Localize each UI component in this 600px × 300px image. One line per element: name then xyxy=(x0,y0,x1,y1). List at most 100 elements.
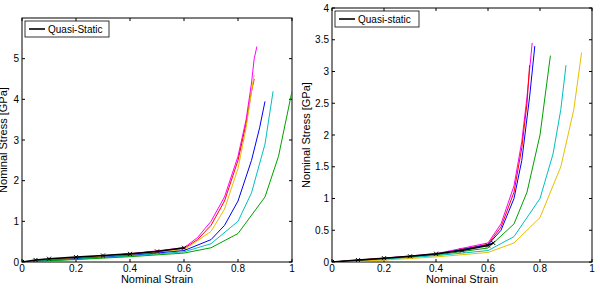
figure: 00.20.40.60.81012345Nominal StrainNomina… xyxy=(0,0,600,300)
series-line xyxy=(22,75,254,262)
y-tick xyxy=(332,71,335,72)
series-group xyxy=(22,46,292,262)
x-tick-label: 0.2 xyxy=(69,263,83,274)
legend-label: Quasi-static xyxy=(358,14,411,25)
y-tick-label: 4 xyxy=(323,3,329,14)
series-line xyxy=(332,43,532,262)
y-tick-label: 3 xyxy=(13,135,19,146)
y-tick xyxy=(22,180,25,181)
series-marker xyxy=(128,252,132,256)
y-tick xyxy=(332,8,335,9)
y-tick-label: 1 xyxy=(13,216,19,227)
y-tick xyxy=(589,103,592,104)
x-tick xyxy=(184,18,185,21)
x-tick xyxy=(436,259,437,262)
x-tick-label: 1 xyxy=(289,263,295,274)
x-tick xyxy=(22,18,23,21)
chart: 00.20.40.60.81012345Nominal StrainNomina… xyxy=(0,18,295,285)
series-marker xyxy=(408,254,412,258)
series-marker xyxy=(460,249,464,253)
series-line xyxy=(332,243,493,262)
y-tick-label: 1.5 xyxy=(315,161,329,172)
series-line xyxy=(22,91,273,262)
y-tick xyxy=(589,8,592,9)
x-tick-label: 0.8 xyxy=(533,263,547,274)
y-tick xyxy=(332,103,335,104)
y-tick xyxy=(22,58,25,59)
y-tick-label: 0 xyxy=(323,257,329,268)
series-line xyxy=(332,46,535,262)
y-tick xyxy=(589,135,592,136)
y-tick xyxy=(332,198,335,199)
legend-box xyxy=(335,11,419,27)
legend-box xyxy=(25,21,109,37)
y-tick-label: 2 xyxy=(13,175,19,186)
y-tick-label: 0.5 xyxy=(315,225,329,236)
y-tick xyxy=(332,135,335,136)
plot-frame xyxy=(332,8,592,262)
series-marker xyxy=(382,256,386,260)
y-tick-label: 1 xyxy=(323,193,329,204)
y-tick xyxy=(289,140,292,141)
series-marker xyxy=(486,243,490,247)
y-tick xyxy=(22,140,25,141)
y-tick xyxy=(589,39,592,40)
x-axis-label: Nominal Strain xyxy=(426,273,498,285)
x-tick xyxy=(488,8,489,11)
y-tick xyxy=(22,221,25,222)
x-tick-label: 0.2 xyxy=(377,263,391,274)
legend: Quasi-Static xyxy=(25,21,109,37)
y-tick xyxy=(332,166,335,167)
x-tick-label: 0 xyxy=(329,263,335,274)
y-tick-label: 4 xyxy=(13,94,19,105)
chart-svg: 00.20.40.60.81012345Nominal StrainNomina… xyxy=(0,0,600,300)
series-marker xyxy=(34,258,38,262)
series-line xyxy=(22,101,265,262)
y-tick xyxy=(589,71,592,72)
series-marker xyxy=(22,260,24,262)
series-marker xyxy=(47,257,51,261)
series-marker xyxy=(434,252,438,256)
y-tick-label: 3 xyxy=(323,66,329,77)
y-tick-label: 5 xyxy=(13,53,19,64)
series-marker xyxy=(356,258,360,262)
y-tick-label: 0 xyxy=(13,257,19,268)
y-axis-label: Nominal Stress [GPa] xyxy=(0,87,9,193)
y-tick-label: 2 xyxy=(323,130,329,141)
y-tick xyxy=(589,262,592,263)
y-tick xyxy=(332,39,335,40)
series-marker xyxy=(491,241,495,245)
series-group xyxy=(332,43,582,262)
x-tick xyxy=(540,259,541,262)
y-tick xyxy=(289,58,292,59)
x-tick xyxy=(292,18,293,21)
x-tick xyxy=(540,8,541,11)
legend: Quasi-static xyxy=(335,11,419,27)
y-tick xyxy=(289,221,292,222)
x-tick xyxy=(130,18,131,21)
x-tick-label: 0.8 xyxy=(231,263,245,274)
series-line xyxy=(332,65,566,262)
legend-swatch xyxy=(339,18,355,20)
series-marker xyxy=(182,246,186,250)
x-tick xyxy=(384,8,385,11)
series-marker xyxy=(101,253,105,257)
chart: 00.20.40.60.8100.511.522.533.54Nominal S… xyxy=(300,3,595,286)
series-line xyxy=(22,91,292,262)
y-tick xyxy=(589,230,592,231)
y-axis-label: Nominal Stress [GPa] xyxy=(300,82,312,188)
y-tick xyxy=(22,99,25,100)
y-tick xyxy=(289,262,292,263)
series-line xyxy=(22,248,184,262)
x-tick xyxy=(238,259,239,262)
y-tick-label: 2.5 xyxy=(315,98,329,109)
x-tick-label: 0 xyxy=(19,263,25,274)
y-tick xyxy=(332,230,335,231)
x-tick xyxy=(488,259,489,262)
series-marker xyxy=(332,260,334,262)
y-tick xyxy=(289,180,292,181)
y-tick xyxy=(589,198,592,199)
series-marker xyxy=(155,249,159,253)
series-line xyxy=(332,52,582,262)
plot-frame xyxy=(22,18,292,262)
